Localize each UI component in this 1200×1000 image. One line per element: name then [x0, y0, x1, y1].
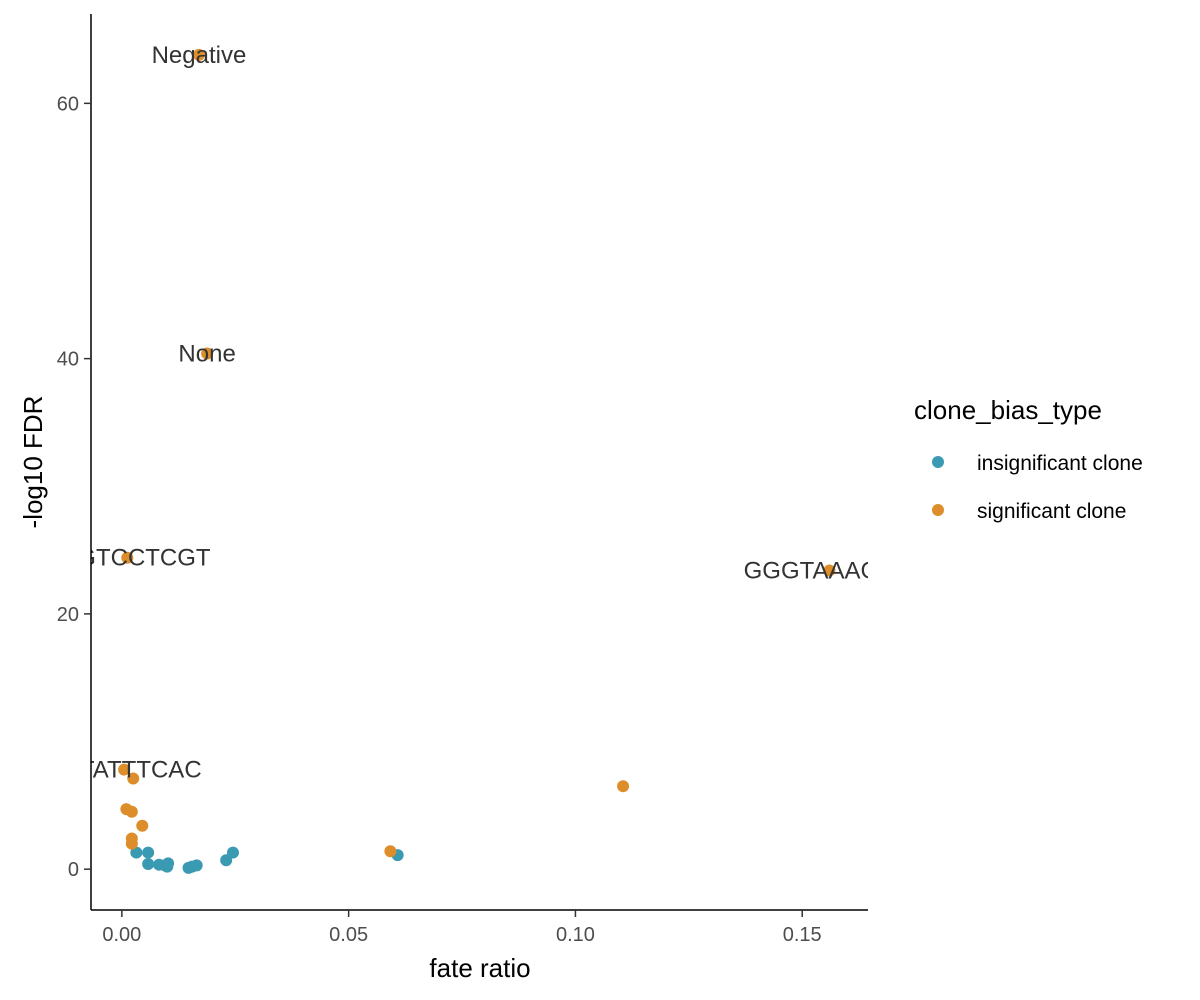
- x-tick-label: 0.05: [329, 924, 368, 946]
- data-point: [142, 858, 155, 871]
- x-tick-label: 0.10: [556, 924, 595, 946]
- data-point: [162, 857, 175, 870]
- legend-label: insignificant clone: [977, 452, 1143, 475]
- data-point: [823, 564, 836, 577]
- data-point: [192, 48, 205, 61]
- data-point: [190, 859, 203, 872]
- y-tick-label: 40: [57, 349, 79, 371]
- legend-key: [932, 504, 944, 516]
- data-point: [125, 805, 138, 818]
- legend-label: significant clone: [977, 500, 1126, 523]
- series-insignificant-clone: [130, 846, 404, 874]
- data-point: [121, 551, 134, 564]
- y-tick-label: 60: [57, 93, 79, 115]
- legend-title: clone_bias_type: [914, 395, 1102, 425]
- point-label: None: [178, 341, 235, 368]
- x-axis-title: fate ratio: [429, 953, 530, 983]
- point-labels-layer: Negative None TGGTCCTCGT GGGTAAAGGC ACTATTTC…: [44, 42, 916, 784]
- data-point: [201, 347, 214, 360]
- y-tick-label: 20: [57, 604, 79, 626]
- axes-layer: 0.00 0.05 0.10 0.15 0 20 40 60: [57, 14, 868, 946]
- data-point: [220, 854, 233, 867]
- data-point: [142, 846, 155, 859]
- legend-entries: insignificant clone significant clone: [932, 452, 1143, 523]
- point-label: GGGTAAAGGC: [744, 557, 916, 584]
- data-point: [617, 780, 630, 793]
- legend: clone_bias_type insignificant clone signi…: [914, 395, 1143, 523]
- point-label: TGGTCCTCGT: [44, 545, 211, 572]
- data-point: [127, 772, 140, 785]
- data-point: [226, 846, 239, 859]
- data-point: [384, 845, 397, 858]
- legend-key: [932, 456, 944, 468]
- data-point: [136, 819, 149, 832]
- point-label: ACTATTTCAC: [47, 757, 202, 784]
- point-label: Negative: [152, 42, 247, 69]
- y-axis-title: -log10 FDR: [18, 396, 48, 529]
- points-layer: [118, 48, 836, 874]
- data-point: [118, 763, 131, 776]
- data-point: [125, 837, 138, 850]
- y-tick-label: 0: [68, 859, 79, 881]
- x-tick-label: 0.00: [102, 924, 141, 946]
- x-tick-label: 0.15: [783, 924, 822, 946]
- data-point: [130, 846, 143, 859]
- series-significant-clone: [118, 48, 836, 858]
